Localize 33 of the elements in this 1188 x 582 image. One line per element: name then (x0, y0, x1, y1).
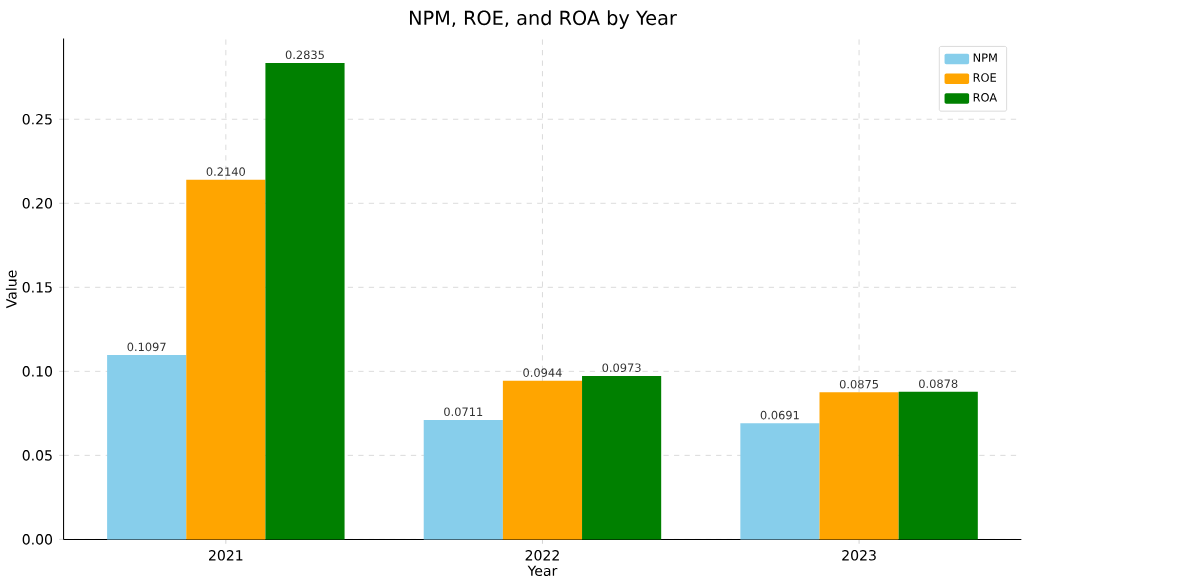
bar (582, 375, 662, 540)
chart-title: NPM, ROE, and ROA by Year (410, 10, 677, 29)
data-label: 0.0711 (444, 407, 483, 417)
legend-label: NPM (973, 53, 997, 62)
data-label: 0.0875 (839, 379, 879, 389)
bar (186, 179, 266, 540)
data-label: 0.0691 (760, 410, 799, 420)
x-tick-label: 2023 (842, 550, 876, 561)
bar (898, 391, 978, 540)
data-label: 0.0878 (919, 379, 958, 389)
x-tick-label: 2021 (209, 550, 243, 561)
y-axis-title: Value (5, 270, 17, 309)
data-label: 0.2140 (206, 167, 246, 176)
bar (819, 392, 899, 540)
bar (107, 355, 187, 540)
data-label: 0.0973 (602, 363, 641, 373)
y-tick-label: 0.15 (22, 282, 52, 293)
bar (502, 380, 583, 540)
y-tick-label: 0.10 (22, 366, 53, 377)
y-tick-label: 0.25 (22, 113, 52, 125)
bar (423, 419, 503, 540)
data-label: 0.1097 (127, 342, 166, 352)
y-tick-label: 0.05 (22, 450, 52, 461)
x-axis-title: Year (527, 565, 558, 577)
data-label: 0.0944 (523, 368, 562, 377)
data-label: 0.2835 (285, 50, 324, 60)
legend-label: ROE (973, 73, 996, 82)
bar (265, 63, 345, 540)
legend-label: ROA (973, 93, 998, 102)
y-tick-label: 0.00 (22, 534, 53, 545)
x-tick-label: 2022 (525, 550, 559, 561)
y-tick-label: 0.20 (22, 198, 53, 209)
bar (740, 423, 820, 540)
